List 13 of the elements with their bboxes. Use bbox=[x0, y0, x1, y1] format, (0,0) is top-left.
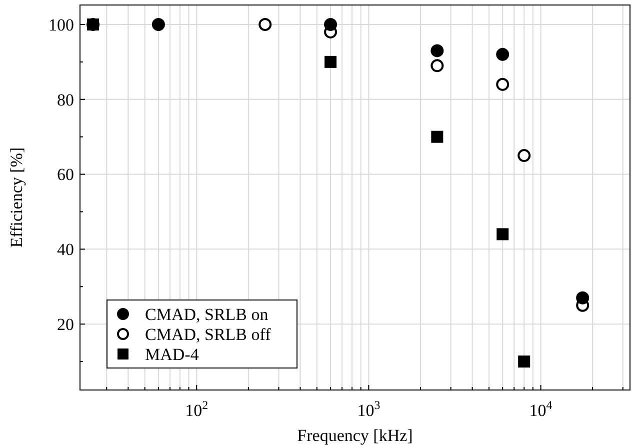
y-tick-label: 40 bbox=[57, 240, 74, 260]
x-tick-label: 10$^{4}$ bbox=[529, 398, 552, 420]
y-tick-label: 80 bbox=[57, 90, 74, 110]
y-tick-label: 100 bbox=[48, 15, 74, 34]
y-axis-title: Efficiency [%] bbox=[7, 147, 26, 248]
legend-label: MAD-4 bbox=[145, 344, 200, 364]
y-tick-label: 60 bbox=[57, 165, 74, 184]
x-tick-label: 10$^{3}$ bbox=[357, 398, 380, 420]
legend-label: CMAD, SRLB on bbox=[145, 304, 269, 324]
y-tick-label: 20 bbox=[57, 315, 74, 334]
legend-label: CMAD, SRLB off bbox=[145, 324, 272, 344]
x-axis-title: Frequency [kHz] bbox=[297, 426, 413, 445]
x-tick-label: 10$^{2}$ bbox=[185, 398, 208, 420]
